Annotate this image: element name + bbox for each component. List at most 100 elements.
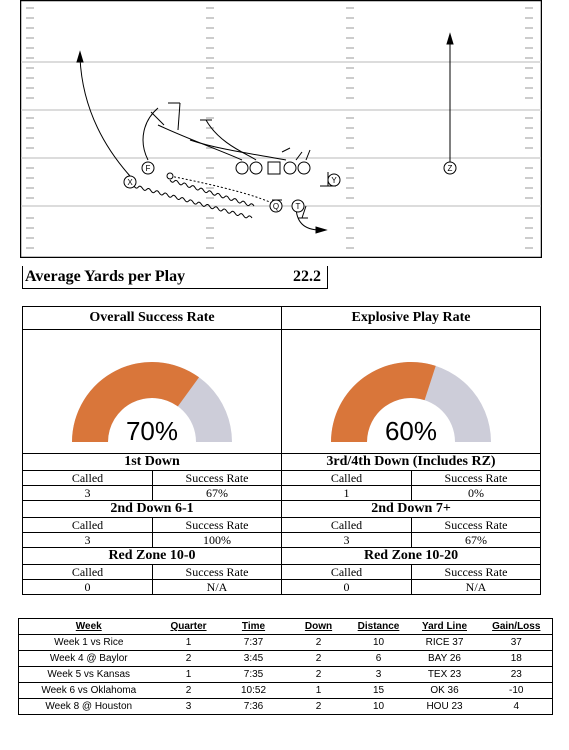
called-header: Called xyxy=(22,470,153,486)
player-label: Z xyxy=(448,164,453,173)
average-yards-box: Average Yards per Play 22.2 xyxy=(22,266,328,289)
player-label: Q xyxy=(273,202,279,211)
called-header: Called xyxy=(281,564,413,580)
player-label: Y xyxy=(331,176,337,185)
table-cell: Week 4 @ Baylor xyxy=(18,650,159,667)
table-cell: Week 1 vs Rice xyxy=(18,634,159,651)
player-label: X xyxy=(127,178,133,187)
table-cell: 18 xyxy=(480,650,553,667)
lineman-lg xyxy=(249,161,263,175)
explosive-play-title: Explosive Play Rate xyxy=(281,306,542,330)
table-cell: 2 xyxy=(288,666,349,683)
table-cell: TEX 23 xyxy=(408,666,481,683)
f-route-block xyxy=(150,111,165,126)
game-log: Week Quarter Time Down Distance Yard Line Gain… xyxy=(18,618,553,715)
hash-marks xyxy=(26,7,533,249)
z-route-arrow xyxy=(446,32,454,45)
motion-man xyxy=(166,172,174,180)
column-header: Yard Line xyxy=(408,618,481,635)
player-marker xyxy=(327,173,341,187)
explosive-gauge-cell: 60% xyxy=(281,329,542,454)
lineman-lt xyxy=(235,161,249,175)
x-route-arrow xyxy=(76,50,84,63)
player-label: F xyxy=(146,164,151,173)
player-marker xyxy=(291,199,305,213)
called-value: 0 xyxy=(22,579,153,595)
table-cell: 2 xyxy=(158,650,219,667)
lineman-rt xyxy=(297,161,311,175)
section-title: Red Zone 10-0 xyxy=(21,547,283,565)
table-cell: HOU 23 xyxy=(408,698,481,715)
called-value: 3 xyxy=(22,532,153,548)
overall-gauge-label: 70% xyxy=(126,416,178,446)
column-header: Distance xyxy=(348,618,409,635)
table-cell: Week 5 vs Kansas xyxy=(18,666,159,683)
table-cell: -10 xyxy=(480,682,553,699)
block-line-5 xyxy=(295,151,303,161)
success-value: N/A xyxy=(411,579,542,595)
explosive-gauge-fill xyxy=(331,362,436,442)
section-title: 1st Down xyxy=(21,453,283,471)
offensive-line xyxy=(166,161,311,180)
table-cell: BAY 26 xyxy=(408,650,481,667)
block-line-2 xyxy=(177,102,181,131)
overall-gauge: 70% xyxy=(72,362,232,446)
block-line-4 xyxy=(189,139,287,161)
section-title: 2nd Down 7+ xyxy=(281,500,542,518)
success-value: 67% xyxy=(151,485,283,501)
table-cell: 10:52 xyxy=(218,682,289,699)
table-cell: 7:35 xyxy=(218,666,289,683)
stats-table: Overall Success Rate Explosive Play Rate… xyxy=(21,306,542,596)
column-header: Week xyxy=(18,618,159,635)
success-value: 0% xyxy=(411,485,542,501)
success-header: Success Rate xyxy=(151,564,283,580)
table-cell: 6 xyxy=(348,650,409,667)
table-row: Week 4 @ Baylor 2 3:45 2 6 BAY 26 18 xyxy=(18,650,553,667)
game-log-header: Week Quarter Time Down Distance Yard Line Gain… xyxy=(18,618,553,635)
explosive-gauge-label: 60% xyxy=(385,416,437,446)
table-cell: 2 xyxy=(288,698,349,715)
table-row: Week 8 @ Houston 3 7:36 2 10 HOU 23 4 xyxy=(18,698,553,715)
center xyxy=(267,161,281,175)
overall-gauge-cell: 70% xyxy=(21,329,283,454)
table-cell: RICE 37 xyxy=(408,634,481,651)
play-diagram: F X Q T Y Z xyxy=(20,0,542,258)
overall-gauge-fill xyxy=(72,362,200,442)
skill-players: F X Q T Y Z xyxy=(123,161,457,213)
table-row: Week 5 vs Kansas 1 7:35 2 3 TEX 23 23 xyxy=(18,666,553,683)
success-header: Success Rate xyxy=(151,517,283,533)
success-header: Success Rate xyxy=(151,470,283,486)
success-value: N/A xyxy=(151,579,283,595)
average-yards-label: Average Yards per Play xyxy=(25,268,186,285)
table-cell: Week 6 vs Oklahoma xyxy=(18,682,159,699)
game-log-body: Week 1 vs Rice 1 7:37 2 10 RICE 37 37 Week 4 @ … xyxy=(18,634,553,715)
block-line-6 xyxy=(305,149,311,161)
overall-success-title: Overall Success Rate xyxy=(21,306,283,330)
section-title: 2nd Down 6-1 xyxy=(21,500,283,518)
table-cell: 2 xyxy=(158,682,219,699)
table-cell: 1 xyxy=(288,682,349,699)
player-marker xyxy=(443,161,457,175)
table-cell: Week 8 @ Houston xyxy=(18,698,159,715)
called-value: 3 xyxy=(281,532,413,548)
table-cell: 7:37 xyxy=(218,634,289,651)
column-header: Quarter xyxy=(158,618,219,635)
wavy-motion-2 xyxy=(169,179,255,207)
player-marker xyxy=(269,199,283,213)
table-cell: 10 xyxy=(348,634,409,651)
table-cell: OK 36 xyxy=(408,682,481,699)
table-cell: 10 xyxy=(348,698,409,715)
table-cell: 3 xyxy=(158,698,219,715)
column-header: Down xyxy=(288,618,349,635)
success-header: Success Rate xyxy=(411,517,542,533)
player-marker xyxy=(123,175,137,189)
called-value: 0 xyxy=(281,579,413,595)
called-header: Called xyxy=(281,470,413,486)
success-value: 100% xyxy=(151,532,283,548)
table-cell: 37 xyxy=(480,634,553,651)
average-yards-value: 22.2 xyxy=(293,268,321,285)
table-cell: 1 xyxy=(158,634,219,651)
success-value: 67% xyxy=(411,532,542,548)
table-cell: 3:45 xyxy=(218,650,289,667)
table-cell: 3 xyxy=(348,666,409,683)
